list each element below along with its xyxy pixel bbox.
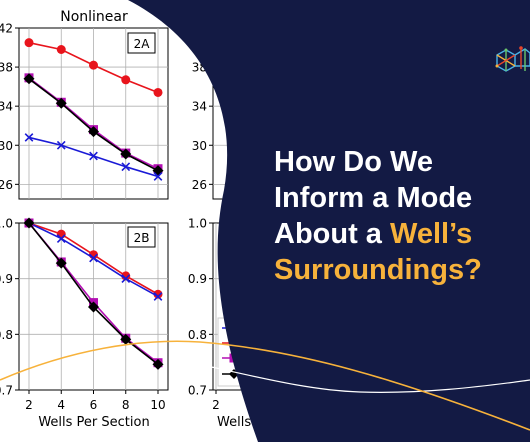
data-point <box>24 38 34 48</box>
headline-line-2: Inform a Mode <box>274 182 473 214</box>
headline-line-1: How Do We <box>274 146 433 178</box>
data-point <box>23 217 35 229</box>
data-point <box>153 87 163 97</box>
data-point <box>88 126 99 138</box>
x-tick-label: 2 <box>25 398 33 412</box>
headline-line-3-accent: Well’s <box>390 218 473 250</box>
x-tick-label: 6 <box>90 398 98 412</box>
y-tick-labels: 0.7 0.8 0.9 1.0 <box>0 217 19 398</box>
data-point <box>89 151 98 161</box>
data-point <box>56 234 66 243</box>
panel-label: 2B <box>134 231 150 245</box>
navy-background-shape <box>128 0 530 442</box>
y-tick-label: 0.9 <box>0 272 13 286</box>
orange-accent-arc <box>0 340 530 431</box>
headline-line-4: Surroundings? <box>274 254 482 286</box>
data-point <box>24 133 34 142</box>
y-tick-label: 0.8 <box>0 328 13 342</box>
y-tick-label: 0.7 <box>0 384 13 398</box>
y-tick-label: 30 <box>0 139 13 153</box>
series-group <box>23 217 164 370</box>
x-tick-label: 2 <box>212 398 220 412</box>
series-x <box>24 133 163 181</box>
data-point <box>152 358 164 370</box>
data-point <box>55 97 67 109</box>
chart-panel-2a: Nonlinear 26 30 34 38 42 2A <box>0 9 169 200</box>
panel-label-box <box>127 226 156 248</box>
y-tick-label: 0.7 <box>188 384 207 398</box>
y-tick-labels: 26 30 34 38 42 <box>0 22 19 192</box>
y-tick-label: 1.0 <box>0 217 13 231</box>
chart-panel-2b: 0.7 0.8 0.9 1.0 2 4 6 8 10 2B Wells Per Section <box>0 217 169 430</box>
y-tick-label: 0.8 <box>188 328 207 342</box>
data-point <box>56 140 66 150</box>
data-point <box>153 292 163 301</box>
y-tick-label: 34 <box>192 100 207 114</box>
data-point <box>55 257 67 269</box>
series-x <box>24 218 163 301</box>
data-point <box>89 253 98 263</box>
panel-label-box <box>127 32 156 54</box>
series-diamond <box>23 217 164 370</box>
y-tick-label: 38 <box>0 61 13 75</box>
x-tick-labels: 2 4 6 8 10 <box>25 390 166 412</box>
data-point <box>121 162 131 172</box>
data-point <box>120 148 132 160</box>
data-point <box>89 60 98 70</box>
y-tick-label: 0.9 <box>188 272 207 286</box>
data-point <box>23 73 35 85</box>
x-tick-label: 10 <box>150 398 165 412</box>
headline-line-3: About a Well’s <box>274 216 530 252</box>
hexagon-network-icon <box>495 46 530 72</box>
panel-label: 2A <box>134 37 151 51</box>
x-tick-label: 4 <box>57 398 65 412</box>
data-point <box>153 172 163 181</box>
y-tick-labels: 0.7 0.8 0.9 1.0 <box>188 217 213 398</box>
data-point <box>153 289 163 299</box>
data-point <box>56 44 66 54</box>
data-point <box>121 274 131 284</box>
headline: How Do We Inform a Mode About a Well’s S… <box>274 144 530 288</box>
data-point <box>120 333 132 345</box>
white-accent-curve <box>177 359 530 393</box>
y-tick-label: 26 <box>192 178 207 192</box>
series-group <box>23 38 164 181</box>
data-point <box>121 75 131 85</box>
y-tick-label: 26 <box>0 178 13 192</box>
headline-line-3-white: About a <box>274 218 390 250</box>
x-axis-label: Wells Per Section <box>38 415 149 430</box>
y-tick-label: 42 <box>0 22 13 36</box>
y-tick-label: 34 <box>0 100 13 114</box>
y-tick-label: 1.0 <box>188 217 207 231</box>
x-tick-label: 8 <box>122 398 130 412</box>
series-circle <box>24 38 163 97</box>
y-tick-label: 30 <box>192 139 207 153</box>
chart-title: Nonlinear <box>60 9 128 25</box>
data-point <box>88 301 99 313</box>
